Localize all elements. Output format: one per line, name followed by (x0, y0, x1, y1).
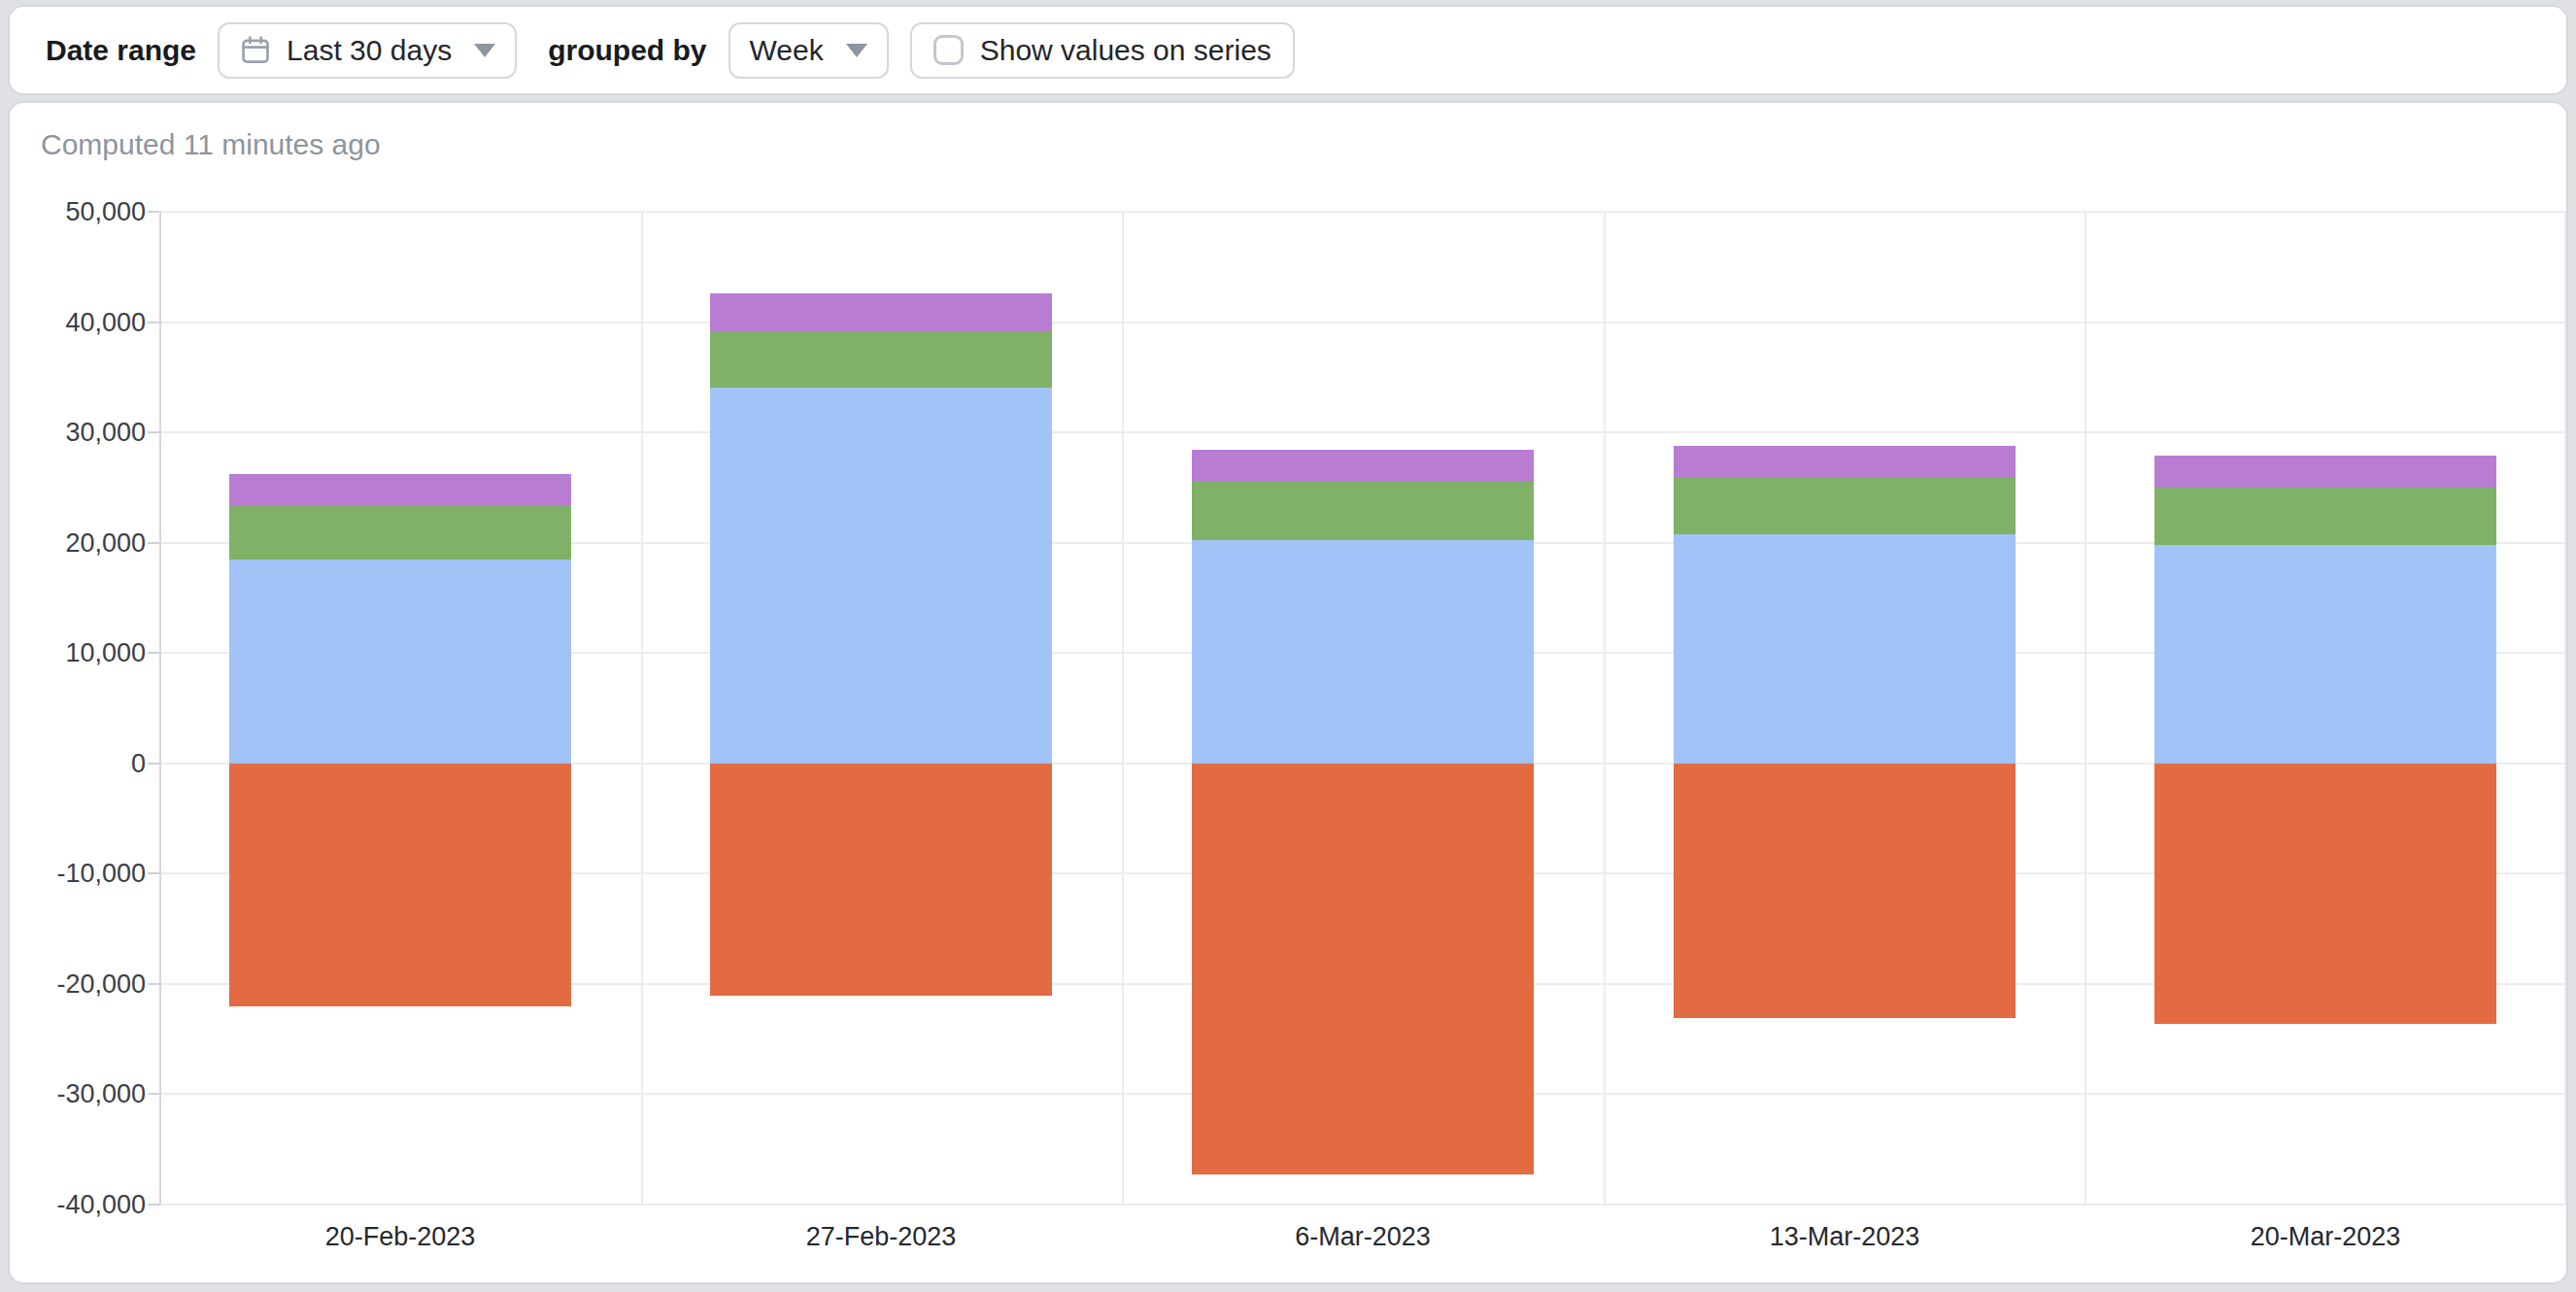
y-axis-label: -30,000 (17, 1079, 146, 1109)
y-axis-label: 40,000 (17, 307, 146, 337)
bar-segment-series-4-orange[interactable] (710, 764, 1052, 997)
bar-segment-series-2-green[interactable] (1674, 478, 2016, 534)
chevron-down-icon (474, 44, 495, 57)
grouped-by-value: Week (750, 34, 824, 67)
bar-segment-series-2-green[interactable] (1192, 482, 1534, 540)
gridline (159, 211, 2566, 213)
bar-segment-series-4-orange[interactable] (1192, 764, 1534, 1175)
show-values-checkbox[interactable] (933, 35, 964, 65)
x-axis-label: 20-Mar-2023 (2251, 1222, 2401, 1252)
y-axis-line (159, 212, 161, 1205)
y-axis-tick (148, 431, 159, 433)
y-axis-tick (148, 542, 159, 544)
y-axis-tick (148, 872, 159, 874)
bar-segment-series-2-green[interactable] (229, 506, 571, 560)
chart-panel: Computed 11 minutes ago 50,000 40,000 30,0… (8, 101, 2568, 1284)
grouped-by-label: grouped by (548, 34, 706, 67)
y-axis-label: -40,000 (17, 1190, 146, 1220)
bar-segment-series-1-blue[interactable] (1192, 540, 1534, 763)
y-axis-label: 10,000 (17, 638, 146, 668)
y-axis-tick (148, 322, 159, 323)
bar-segment-series-2-green[interactable] (710, 331, 1052, 388)
filter-toolbar: Date range Last 30 days grouped by Week … (8, 5, 2568, 95)
y-axis-tick (148, 983, 159, 985)
gridline (2564, 212, 2566, 1205)
y-axis-tick (148, 763, 159, 765)
gridline (1604, 212, 1606, 1205)
gridline (159, 1204, 2566, 1206)
bar-segment-series-3-purple[interactable] (229, 474, 571, 506)
bar-segment-series-3-purple[interactable] (1192, 450, 1534, 482)
date-range-value: Last 30 days (287, 34, 452, 67)
chevron-down-icon (846, 44, 867, 57)
calendar-icon (239, 34, 272, 67)
gridline (159, 322, 2566, 323)
x-axis-label: 13-Mar-2023 (1770, 1222, 1920, 1252)
y-axis-tick (148, 1204, 159, 1206)
show-values-label: Show values on series (980, 34, 1271, 67)
y-axis-tick (148, 211, 159, 213)
y-axis-label: 50,000 (17, 197, 146, 227)
bar-segment-series-4-orange[interactable] (2154, 764, 2496, 1024)
y-axis-label: -20,000 (17, 969, 146, 999)
grouped-by-dropdown[interactable]: Week (729, 22, 889, 79)
stacked-bar-chart (159, 212, 2566, 1205)
y-axis-tick (148, 652, 159, 654)
show-values-toggle[interactable]: Show values on series (910, 22, 1295, 79)
bar-segment-series-1-blue[interactable] (2154, 545, 2496, 764)
date-range-dropdown[interactable]: Last 30 days (218, 22, 517, 79)
x-axis-label: 27-Feb-2023 (806, 1222, 957, 1252)
bar-segment-series-1-blue[interactable] (1674, 534, 2016, 764)
bar-segment-series-1-blue[interactable] (710, 388, 1052, 764)
x-axis-label: 6-Mar-2023 (1295, 1222, 1431, 1252)
date-range-label: Date range (46, 34, 196, 67)
y-axis-tick (148, 1093, 159, 1095)
y-axis-label: 0 (17, 748, 146, 778)
bar-segment-series-3-purple[interactable] (1674, 446, 2016, 478)
bar-segment-series-1-blue[interactable] (229, 560, 571, 764)
gridline (1122, 212, 1124, 1205)
bar-segment-series-2-green[interactable] (2154, 488, 2496, 545)
gridline (159, 431, 2566, 433)
y-axis-label: -10,000 (17, 859, 146, 889)
computed-status-text: Computed 11 minutes ago (41, 128, 381, 161)
y-axis-label: 30,000 (17, 418, 146, 448)
gridline (2085, 212, 2086, 1205)
x-axis-label: 20-Feb-2023 (325, 1222, 476, 1252)
y-axis-label: 20,000 (17, 527, 146, 558)
bar-segment-series-4-orange[interactable] (229, 764, 571, 1006)
gridline (641, 212, 643, 1205)
bar-segment-series-3-purple[interactable] (710, 293, 1052, 331)
bar-segment-series-4-orange[interactable] (1674, 764, 2016, 1018)
bar-segment-series-3-purple[interactable] (2154, 456, 2496, 488)
